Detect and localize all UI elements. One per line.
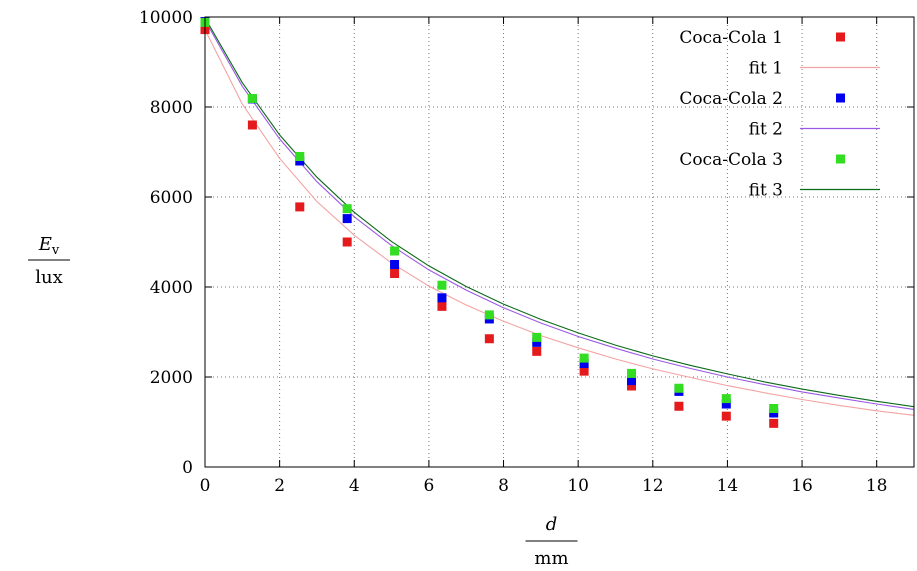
y-axis-label-symbol: E — [38, 234, 52, 255]
data-point-coca-cola-1 — [627, 381, 637, 391]
data-point-coca-cola-3 — [390, 246, 400, 256]
data-point-coca-cola-3 — [532, 332, 542, 342]
data-point-coca-cola-1 — [295, 202, 305, 212]
data-point-coca-cola-3 — [674, 383, 684, 393]
legend-label-coca-cola-2: Coca-Cola 2 — [679, 89, 783, 109]
data-point-coca-cola-1 — [579, 366, 589, 376]
data-point-coca-cola-1 — [532, 346, 542, 356]
x-tick-label: 4 — [349, 476, 360, 496]
y-axis-label-subscript: v — [51, 243, 60, 258]
data-point-coca-cola-3 — [484, 310, 494, 320]
y-tick-label: 2000 — [150, 368, 193, 388]
legend-swatch-coca-cola-3 — [836, 154, 845, 164]
series-line-fit-1 — [204, 29, 915, 416]
data-point-coca-cola-2 — [579, 359, 589, 368]
x-tick-label: 16 — [791, 476, 813, 496]
x-tick-label: 12 — [642, 476, 664, 496]
data-point-coca-cola-3 — [721, 394, 731, 404]
x-tick-label: 2 — [274, 476, 285, 496]
x-tick-label: 0 — [200, 476, 211, 496]
legend-label-coca-cola-1: Coca-Cola 1 — [679, 28, 783, 48]
x-tick-label: 14 — [717, 476, 739, 496]
x-axis-ticks: 0 2 4 6 8 10 12 14 16 18 — [200, 17, 888, 496]
data-point-coca-cola-3 — [247, 93, 257, 103]
y-tick-label: 6000 — [150, 188, 193, 208]
data-point-coca-cola-2 — [437, 293, 447, 303]
data-point-coca-cola-1 — [484, 334, 494, 344]
series-line-fit-3 — [204, 17, 915, 408]
x-axis-label-numerator: d — [546, 514, 558, 535]
fit-lines — [204, 17, 915, 416]
y-axis-ticks: 0 2000 4000 6000 8000 10000 — [139, 8, 914, 478]
x-tick-label: 18 — [866, 476, 888, 496]
legend-label-fit-2: fit 2 — [749, 120, 783, 140]
x-tick-label: 8 — [498, 476, 509, 496]
data-point-coca-cola-3 — [579, 353, 589, 363]
legend-swatch-coca-cola-2 — [836, 93, 845, 103]
legend-label-fit-1: fit 1 — [749, 59, 783, 79]
data-point-coca-cola-2 — [721, 399, 731, 409]
data-point-coca-cola-2 — [342, 214, 352, 224]
data-point-coca-cola-3 — [342, 204, 352, 214]
legend-label-fit-3: fit 3 — [749, 181, 783, 201]
data-point-coca-cola-3 — [295, 152, 305, 161]
x-tick-label: 10 — [567, 476, 589, 496]
data-point-coca-cola-1 — [390, 269, 400, 278]
data-point-coca-cola-3 — [437, 280, 447, 290]
legend: Coca-Cola 1 fit 1 Coca-Cola 2 fit 2 Coca-Col… — [679, 28, 880, 201]
data-point-coca-cola-2 — [627, 376, 637, 386]
legend-label-coca-cola-3: Coca-Cola 3 — [679, 150, 783, 170]
data-point-coca-cola-2 — [532, 337, 542, 347]
x-axis-label-denominator: mm — [534, 548, 568, 569]
data-point-coca-cola-1 — [247, 120, 257, 130]
y-axis-label-denominator: lux — [35, 267, 63, 288]
y-axis-label: Ev lux — [28, 234, 70, 288]
data-point-coca-cola-1 — [769, 418, 779, 428]
legend-swatch-coca-cola-1 — [836, 32, 845, 42]
data-point-coca-cola-1 — [674, 401, 684, 411]
x-tick-label: 6 — [423, 476, 434, 496]
data-point-coca-cola-1 — [342, 237, 352, 247]
y-tick-label: 4000 — [150, 278, 193, 298]
data-point-coca-cola-1 — [437, 301, 447, 311]
x-axis-label: d mm — [525, 514, 578, 569]
data-point-coca-cola-3 — [627, 368, 637, 378]
plot-frame — [204, 16, 915, 468]
y-tick-label: 10000 — [139, 8, 193, 28]
grid — [205, 17, 914, 467]
data-points — [200, 17, 779, 428]
series-line-fit-2 — [204, 19, 915, 410]
data-point-coca-cola-3 — [769, 404, 779, 413]
y-tick-label: 0 — [182, 458, 193, 478]
data-point-coca-cola-1 — [721, 411, 731, 421]
y-tick-label: 8000 — [150, 98, 193, 118]
y-axis-label-numerator: Ev — [38, 234, 60, 258]
data-point-coca-cola-2 — [390, 260, 400, 269]
